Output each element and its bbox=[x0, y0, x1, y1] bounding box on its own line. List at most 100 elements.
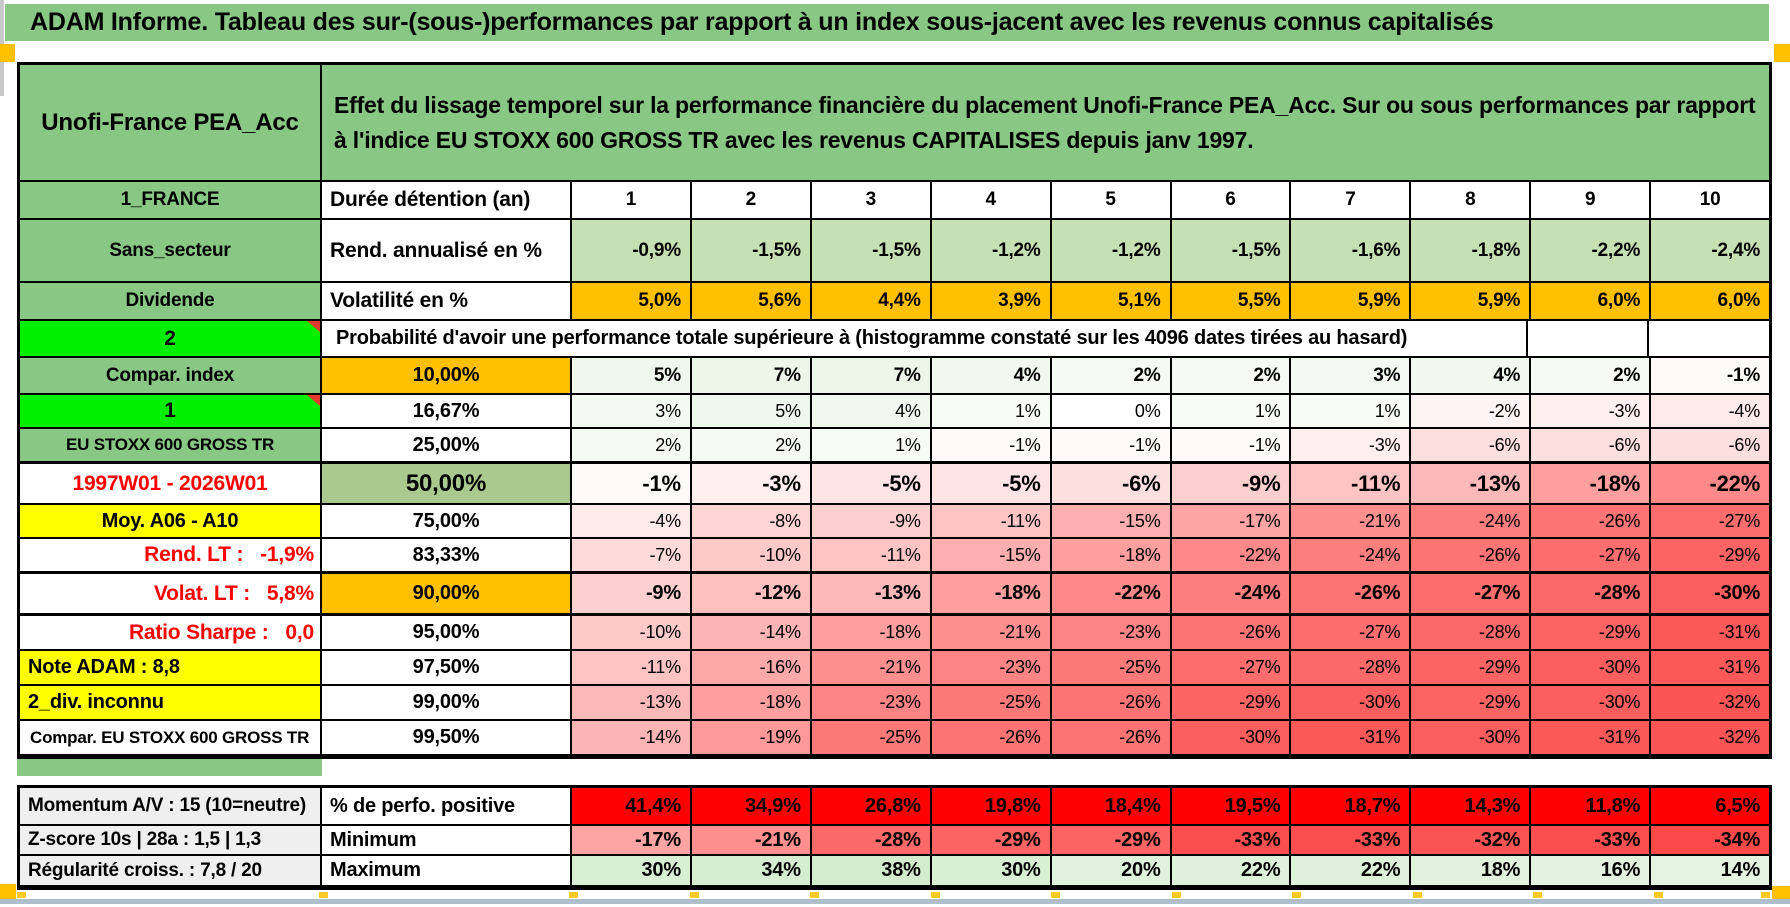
value-cell[interactable]: -1% bbox=[572, 464, 692, 505]
value-cell[interactable]: 6 bbox=[1171, 182, 1292, 220]
value-cell[interactable]: -21% bbox=[1291, 505, 1412, 539]
row-label-cell[interactable]: Momentum A/V : 15 (10=neutre) bbox=[20, 788, 322, 826]
row-header-cell[interactable]: 25,00% bbox=[322, 429, 572, 463]
value-cell[interactable]: -33% bbox=[1291, 826, 1412, 856]
value-cell[interactable]: 7% bbox=[811, 358, 932, 395]
value-cell[interactable]: 4,4% bbox=[811, 283, 932, 321]
value-cell[interactable]: -31% bbox=[1651, 651, 1770, 686]
value-cell[interactable]: 8 bbox=[1411, 182, 1532, 220]
value-cell[interactable]: 4% bbox=[1411, 358, 1532, 395]
value-cell[interactable]: -9% bbox=[572, 574, 692, 615]
row-label-cell[interactable]: Compar. EU STOXX 600 GROSS TR bbox=[20, 721, 322, 756]
row-header-cell[interactable]: 95,00% bbox=[322, 616, 572, 651]
value-cell[interactable]: 22% bbox=[1171, 856, 1292, 887]
value-cell[interactable]: -30% bbox=[1411, 721, 1532, 756]
value-cell[interactable]: -29% bbox=[1531, 616, 1652, 651]
value-cell[interactable]: -24% bbox=[1171, 574, 1292, 615]
value-cell[interactable]: -10% bbox=[572, 616, 692, 651]
value-cell[interactable]: -17% bbox=[1171, 505, 1292, 539]
value-cell[interactable]: -28% bbox=[1531, 574, 1652, 615]
value-cell[interactable]: 3% bbox=[572, 395, 692, 429]
row-header-cell[interactable]: % de perfo. positive bbox=[322, 788, 572, 826]
row-header-cell[interactable]: Rend. annualisé en % bbox=[322, 220, 572, 283]
value-cell[interactable]: -1,6% bbox=[1291, 220, 1412, 283]
value-cell[interactable]: -27% bbox=[1411, 574, 1532, 615]
value-cell[interactable]: 30% bbox=[572, 856, 692, 887]
value-cell[interactable]: -18% bbox=[811, 616, 932, 651]
row-label-cell[interactable]: 2 bbox=[20, 321, 322, 358]
value-cell[interactable]: -19% bbox=[691, 721, 812, 756]
value-cell[interactable]: -18% bbox=[1531, 464, 1652, 505]
value-cell[interactable]: 3 bbox=[811, 182, 932, 220]
value-cell[interactable]: 2% bbox=[1171, 358, 1292, 395]
value-cell[interactable]: -15% bbox=[1051, 505, 1172, 539]
row-label-cell[interactable]: Dividende bbox=[20, 283, 322, 321]
value-cell[interactable]: -21% bbox=[811, 651, 932, 686]
value-cell[interactable]: 1% bbox=[1171, 395, 1292, 429]
value-cell[interactable]: 0% bbox=[1051, 395, 1172, 429]
row-header-cell[interactable]: 99,00% bbox=[322, 686, 572, 721]
value-cell[interactable]: -32% bbox=[1651, 686, 1770, 721]
value-cell[interactable]: -1,5% bbox=[1171, 220, 1292, 283]
value-cell[interactable]: 5,9% bbox=[1411, 283, 1532, 321]
value-cell[interactable]: 19,8% bbox=[931, 788, 1052, 826]
value-cell[interactable]: -31% bbox=[1291, 721, 1412, 756]
value-cell[interactable]: -11% bbox=[931, 505, 1052, 539]
value-cell[interactable]: 26,8% bbox=[811, 788, 932, 826]
value-cell[interactable]: 5,5% bbox=[1171, 283, 1292, 321]
value-cell[interactable]: -28% bbox=[1291, 651, 1412, 686]
value-cell[interactable]: -14% bbox=[691, 616, 812, 651]
value-cell[interactable]: -11% bbox=[811, 539, 932, 573]
row-label-cell[interactable]: Régularité croiss. : 7,8 / 20 bbox=[20, 856, 322, 887]
value-cell[interactable]: -16% bbox=[691, 651, 812, 686]
value-cell[interactable]: 18,7% bbox=[1291, 788, 1412, 826]
value-cell[interactable]: -25% bbox=[811, 721, 932, 756]
value-cell[interactable]: -9% bbox=[811, 505, 932, 539]
value-cell[interactable]: -14% bbox=[572, 721, 692, 756]
value-cell[interactable]: -8% bbox=[691, 505, 812, 539]
value-cell[interactable]: 5 bbox=[1051, 182, 1172, 220]
value-cell[interactable]: -2,2% bbox=[1531, 220, 1652, 283]
value-cell[interactable]: -24% bbox=[1411, 505, 1532, 539]
empty-cell[interactable] bbox=[1528, 321, 1649, 358]
value-cell[interactable]: 7% bbox=[691, 358, 812, 395]
value-cell[interactable]: -32% bbox=[1411, 826, 1532, 856]
value-cell[interactable]: -6% bbox=[1411, 429, 1532, 463]
value-cell[interactable]: -3% bbox=[691, 464, 812, 505]
value-cell[interactable]: 11,8% bbox=[1531, 788, 1652, 826]
value-cell[interactable]: -11% bbox=[572, 651, 692, 686]
row-header-cell[interactable]: 97,50% bbox=[322, 651, 572, 686]
value-cell[interactable]: -10% bbox=[691, 539, 812, 573]
row-label-cell[interactable]: EU STOXX 600 GROSS TR bbox=[20, 429, 322, 463]
value-cell[interactable]: 18,4% bbox=[1051, 788, 1172, 826]
value-cell[interactable]: -22% bbox=[1651, 464, 1770, 505]
value-cell[interactable]: 1% bbox=[931, 395, 1052, 429]
value-cell[interactable]: 5,9% bbox=[1291, 283, 1412, 321]
value-cell[interactable]: 5,1% bbox=[1051, 283, 1172, 321]
value-cell[interactable]: 5% bbox=[572, 358, 692, 395]
value-cell[interactable]: 2 bbox=[691, 182, 812, 220]
value-cell[interactable]: -1% bbox=[931, 429, 1052, 463]
value-cell[interactable]: -23% bbox=[1051, 616, 1172, 651]
value-cell[interactable]: -3% bbox=[1291, 429, 1412, 463]
value-cell[interactable]: -2% bbox=[1411, 395, 1532, 429]
value-cell[interactable]: -33% bbox=[1171, 826, 1292, 856]
value-cell[interactable]: -13% bbox=[572, 686, 692, 721]
value-cell[interactable]: -1,2% bbox=[931, 220, 1052, 283]
row-header-cell[interactable]: 16,67% bbox=[322, 395, 572, 429]
row-label-cell[interactable]: Rend. LT : -1,9% bbox=[20, 539, 322, 573]
value-cell[interactable]: 5,0% bbox=[572, 283, 692, 321]
value-cell[interactable]: -26% bbox=[1051, 686, 1172, 721]
value-cell[interactable]: -13% bbox=[811, 574, 932, 615]
value-cell[interactable]: -26% bbox=[1411, 539, 1532, 573]
value-cell[interactable]: 10 bbox=[1651, 182, 1770, 220]
value-cell[interactable]: 16% bbox=[1531, 856, 1652, 887]
value-cell[interactable]: -26% bbox=[1291, 574, 1412, 615]
value-cell[interactable]: 19,5% bbox=[1171, 788, 1292, 826]
row-header-cell[interactable]: Maximum bbox=[322, 856, 572, 887]
value-cell[interactable]: -24% bbox=[1291, 539, 1412, 573]
row-label-cell[interactable]: 1997W01 - 2026W01 bbox=[20, 464, 322, 505]
value-cell[interactable]: -22% bbox=[1171, 539, 1292, 573]
value-cell[interactable]: 6,5% bbox=[1651, 788, 1770, 826]
value-cell[interactable]: -11% bbox=[1291, 464, 1412, 505]
